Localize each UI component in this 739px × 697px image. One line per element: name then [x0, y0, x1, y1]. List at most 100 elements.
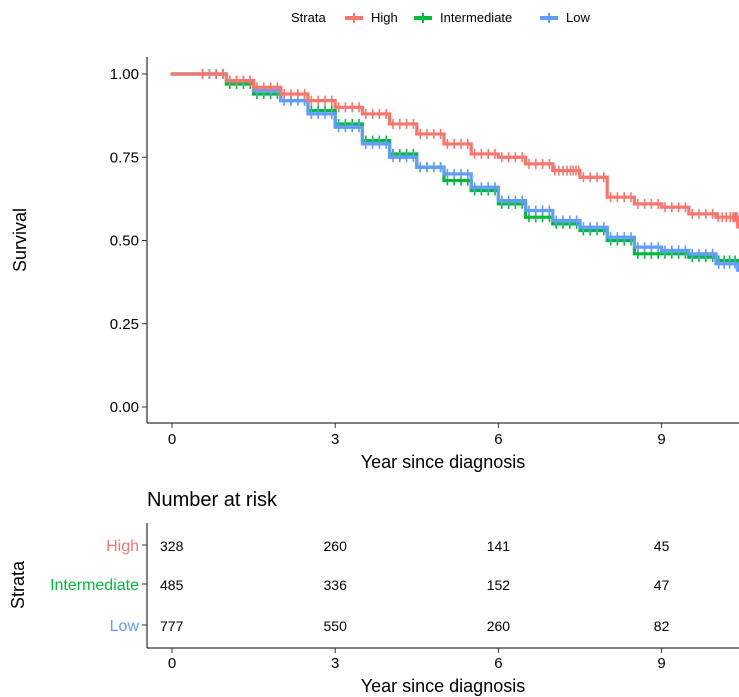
series-low: [170, 69, 739, 273]
x-tick-label: 9: [657, 431, 665, 448]
data-point-high: [567, 168, 571, 173]
risk-cell-intermediate: 485: [160, 577, 184, 593]
data-point-intermediate: [496, 202, 500, 206]
data-point-low: [551, 218, 555, 223]
data-point-high: [197, 72, 201, 76]
data-point-intermediate: [252, 92, 256, 96]
risk-y-axis-title: Strata: [8, 560, 28, 609]
data-point-intermediate: [660, 252, 664, 256]
data-point-high: [415, 132, 419, 136]
data-point-high: [714, 215, 718, 219]
curves: [170, 69, 739, 273]
risk-row-label-high: High: [106, 538, 139, 555]
risk-cell-low: 260: [487, 618, 511, 634]
x-axis-title: Year since diagnosis: [361, 452, 525, 472]
data-point-high: [388, 122, 392, 126]
legend-label-low: Low: [566, 10, 590, 25]
y-tick-label: 1.00: [110, 66, 139, 83]
data-point-low: [306, 112, 310, 116]
legend-label-intermediate: Intermediate: [440, 10, 512, 25]
data-point-high: [687, 212, 691, 216]
risk-cell-low: 777: [160, 618, 184, 634]
data-point-high: [605, 195, 609, 199]
data-point-intermediate: [632, 252, 637, 256]
risk-cell-low: 82: [654, 618, 670, 634]
risk-x-tick-label: 9: [657, 655, 665, 672]
data-point-low: [279, 99, 283, 103]
data-point-high: [578, 175, 582, 179]
data-point-low: [388, 155, 392, 159]
risk-cell-intermediate: 47: [654, 577, 670, 593]
data-point-low: [660, 248, 664, 253]
series-high: [170, 69, 739, 229]
data-point-high: [660, 205, 664, 209]
data-point-low: [442, 172, 446, 176]
data-point-intermediate: [224, 82, 228, 86]
data-point-low: [736, 268, 739, 273]
risk-row-label-low: Low: [110, 618, 140, 635]
data-point-intermediate: [605, 238, 609, 243]
data-point-high: [279, 92, 283, 96]
data-point-high: [632, 202, 637, 206]
y-tick-label: 0.25: [110, 316, 139, 333]
data-point-low: [687, 252, 691, 256]
data-point-intermediate: [469, 188, 473, 193]
data-point-high: [224, 79, 228, 83]
data-point-intermediate: [687, 255, 691, 259]
data-point-high: [442, 142, 446, 146]
data-point-low: [524, 208, 528, 213]
data-point-low: [333, 125, 337, 129]
data-point-low: [360, 142, 364, 146]
data-point-high: [170, 72, 174, 76]
data-point-high: [333, 105, 337, 109]
y-tick-label: 0.50: [110, 233, 139, 250]
data-point-high: [252, 85, 256, 89]
data-point-low: [714, 262, 718, 266]
data-point-intermediate: [442, 178, 446, 183]
data-point-low: [605, 235, 609, 239]
legend-label-high: High: [371, 10, 398, 25]
y-tick-label: 0.75: [110, 149, 139, 166]
risk-cell-high: 260: [324, 538, 348, 554]
data-point-high: [360, 112, 364, 116]
y-axis-title: Survival: [10, 208, 30, 272]
data-point-high: [496, 155, 500, 159]
risk-cell-intermediate: 152: [487, 577, 511, 593]
data-point-low: [496, 198, 500, 203]
data-point-intermediate: [551, 222, 555, 226]
data-point-high: [736, 225, 739, 229]
data-point-high: [306, 99, 310, 103]
data-point-high: [551, 168, 555, 173]
risk-cell-high: 141: [487, 538, 511, 554]
legend-title: Strata: [291, 10, 326, 25]
risk-cell-high: 45: [654, 538, 670, 554]
data-point-low: [578, 225, 582, 229]
series-intermediate: [170, 69, 739, 266]
risk-x-tick-label: 6: [494, 655, 502, 672]
data-point-low: [252, 89, 256, 93]
data-point-low: [632, 245, 637, 249]
risk-table-title: Number at risk: [147, 489, 278, 511]
legend: Strata High Intermediate Low: [291, 10, 590, 25]
risk-table-panel: Number at risk High 328 260 141 45 Intermediat…: [8, 489, 739, 696]
survival-plot-panel: 0.00 0.25 0.50 0.75 1.00 0 3 6 9 Year since diagn…: [10, 57, 739, 472]
risk-x-tick-label: 3: [331, 655, 339, 672]
x-tick-label: 6: [494, 431, 502, 448]
data-point-low: [469, 185, 473, 189]
risk-cell-low: 550: [324, 618, 348, 634]
x-tick-label: 3: [331, 431, 339, 448]
data-point-low: [415, 165, 419, 169]
data-point-intermediate: [578, 228, 582, 233]
risk-row-label-intermediate: Intermediate: [50, 577, 139, 594]
data-point-intermediate: [524, 215, 528, 219]
data-point-high: [469, 152, 473, 156]
risk-cell-high: 328: [160, 538, 184, 554]
data-point-high: [524, 162, 528, 166]
y-tick-label: 0.00: [110, 399, 139, 416]
risk-cell-intermediate: 336: [324, 577, 348, 593]
risk-x-tick-label: 0: [168, 655, 176, 672]
x-tick-label: 0: [168, 431, 176, 448]
series-line-low: [172, 72, 739, 271]
risk-x-axis-title: Year since diagnosis: [361, 676, 525, 696]
